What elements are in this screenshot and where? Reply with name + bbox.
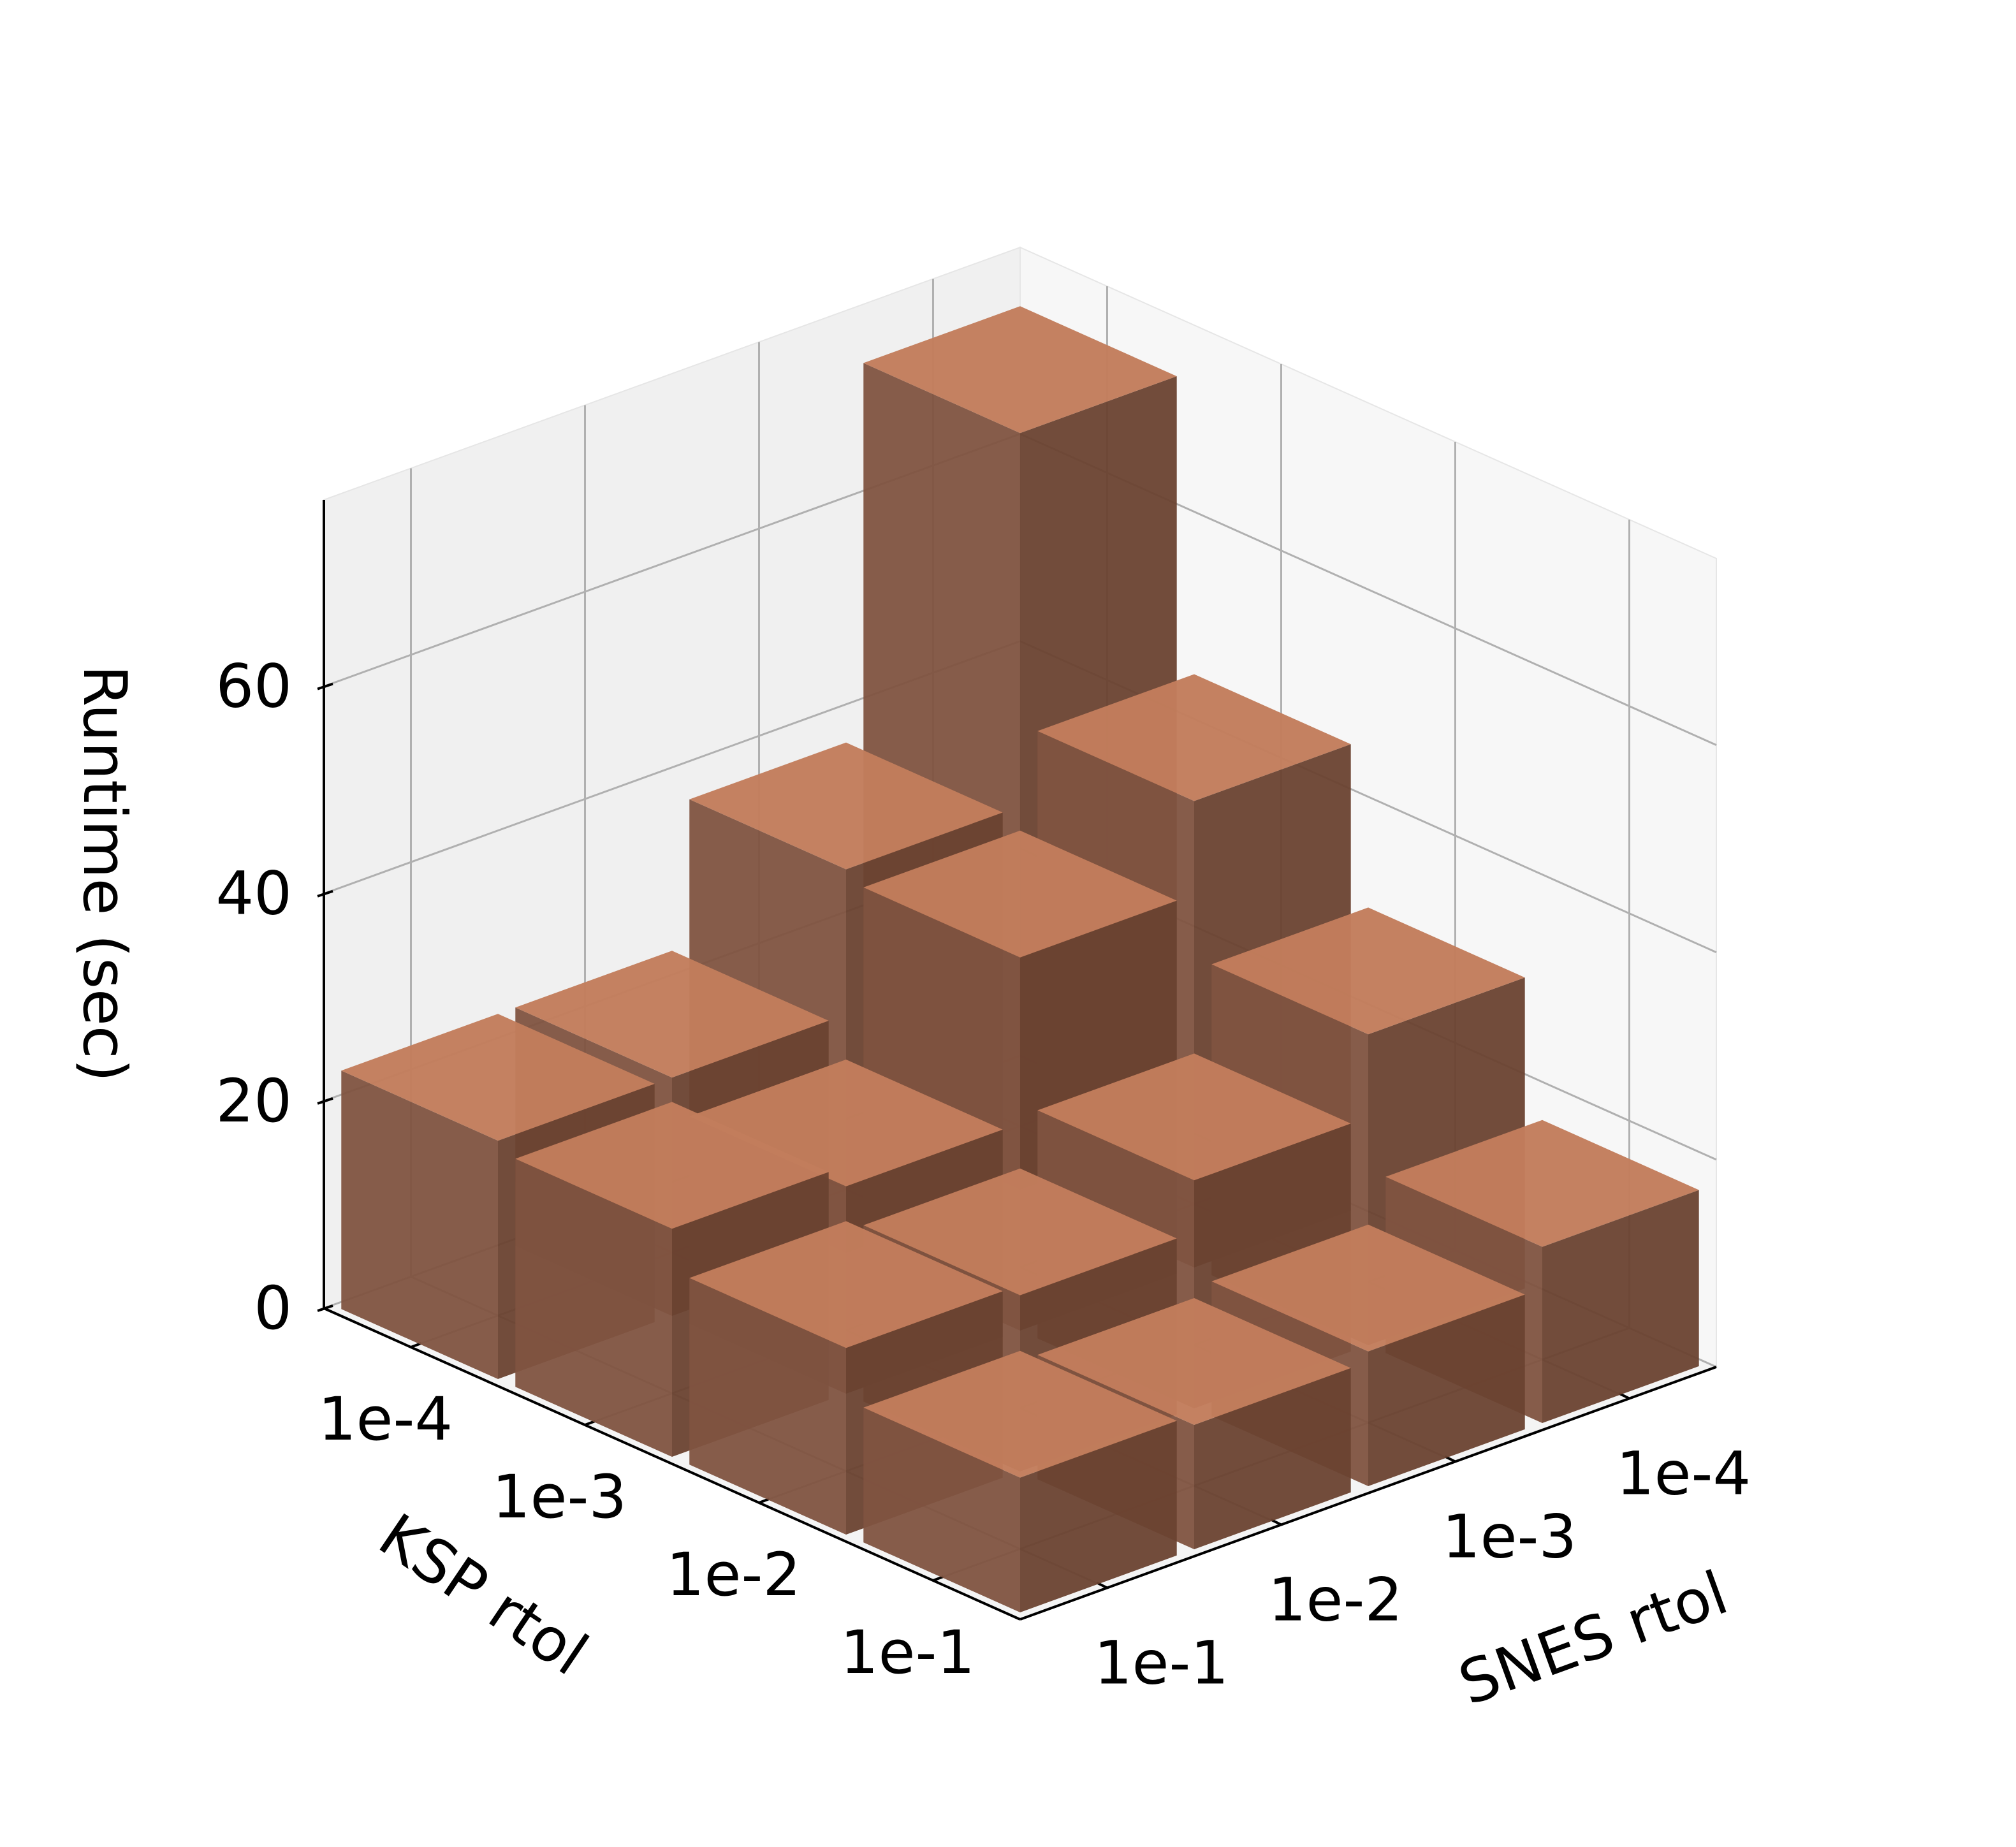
snes-tick-label: 1e-4: [1616, 1440, 1751, 1509]
ksp-tick: [932, 1575, 944, 1582]
ksp-tick: [584, 1420, 596, 1426]
bar-face-top: [689, 1221, 1003, 1348]
bar: [863, 1350, 1177, 1612]
z-tick-label: 0: [254, 1274, 292, 1343]
bar-face-top: [689, 742, 1003, 870]
bar-face-top: [1211, 1224, 1525, 1352]
z-tick: [317, 1304, 333, 1312]
snes-tick-label: 1e-3: [1442, 1503, 1577, 1572]
snes-tick-label: 1e-2: [1268, 1566, 1403, 1635]
bar-face-top: [1385, 1120, 1699, 1247]
bar-face-top: [863, 830, 1177, 958]
bar-face-top: [863, 306, 1177, 434]
ksp-tick: [410, 1342, 422, 1348]
axis-lines: [317, 500, 1717, 1621]
bar-face-top: [1211, 907, 1525, 1035]
bar-face-top: [1037, 674, 1351, 801]
z-tick-label: 20: [215, 1067, 292, 1136]
z-tick: [317, 682, 333, 690]
bar-face-left: [689, 1278, 846, 1535]
z-axis-label: Runtime (sec): [69, 665, 139, 1082]
ksp-tick: [758, 1498, 770, 1504]
bars-group: [341, 306, 1699, 1612]
bar-face-top: [863, 1168, 1177, 1296]
bar-face-top: [341, 1014, 655, 1141]
bar-face-right: [1542, 1190, 1699, 1423]
bar-face-right: [1368, 1294, 1525, 1486]
z-tick-label: 40: [215, 859, 292, 929]
snes-tick-label: 1e-1: [1094, 1629, 1229, 1698]
bar-face-top: [863, 1350, 1177, 1478]
bar-face-top: [515, 1102, 829, 1229]
bar-face-left: [341, 1070, 498, 1379]
z-tick: [317, 889, 333, 898]
bar-face-top: [1037, 1053, 1351, 1181]
z-tick: [317, 1097, 333, 1105]
snes-axis-line: [1019, 1366, 1717, 1621]
ksp-tick-label: 1e-1: [840, 1618, 975, 1688]
bar-face-left: [863, 1407, 1020, 1612]
tick-labels-group: 0 20 40 60 1e-4 1e-3 1e-2 1e-1 1e-1 1e-2 1e-3 1e-4: [215, 652, 1751, 1698]
bar-face-left: [515, 1158, 672, 1457]
y-axis-label: SNES rtol: [1450, 1558, 1737, 1719]
bar-face-top: [1037, 1298, 1351, 1425]
ksp-tick-label: 1e-4: [318, 1385, 453, 1454]
bar-face-top: [515, 951, 829, 1078]
z-tick-label: 60: [215, 652, 292, 722]
ksp-tick-label: 1e-3: [492, 1463, 627, 1532]
bar-face-right: [1020, 1420, 1177, 1612]
ksp-tick-label: 1e-2: [666, 1540, 801, 1610]
ksp-axis-line: [323, 1307, 1021, 1621]
bar-face-right: [1194, 1368, 1351, 1549]
bar-face-top: [689, 1059, 1003, 1186]
